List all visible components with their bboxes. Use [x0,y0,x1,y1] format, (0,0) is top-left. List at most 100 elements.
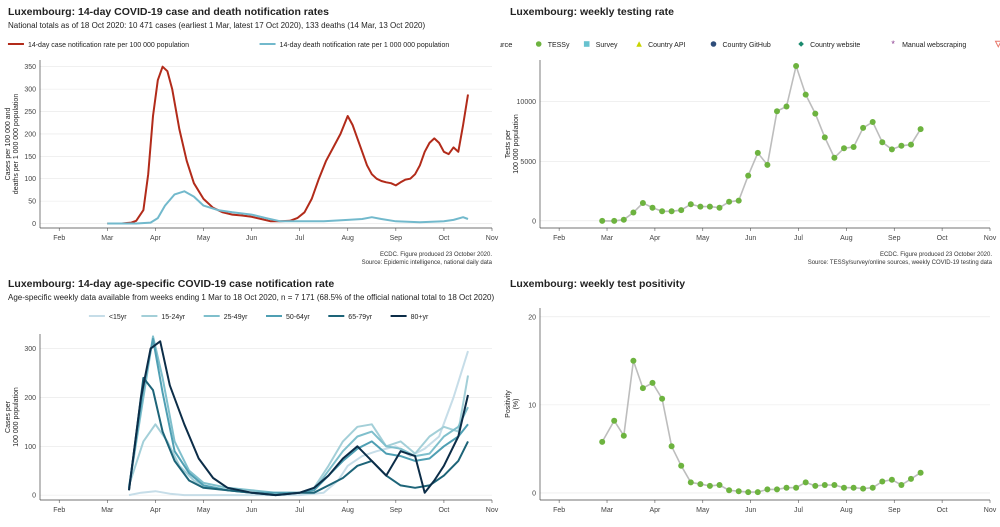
y-axis-label: Positivity [505,390,512,418]
figure-footer: ECDC. Figure produced 23 October 2020. [880,252,992,258]
figure-footer: ECDC. Figure produced 23 October 2020. [380,252,492,258]
x-tick-label: Sep [390,235,403,242]
chart-testing-rate: Source TESSy Survey Country API Country GitH… [500,39,1000,266]
legend-label: 80+yr [411,314,429,321]
data-point [898,142,905,149]
data-point [716,482,723,488]
y-tick-label: 10000 [517,99,537,106]
x-tick-label: Sep [888,235,901,242]
legend-title: Source [500,40,512,49]
legend-label: 14-day case notification rate per 100 00… [28,42,189,49]
panel-title: Luxembourg: weekly testing rate [510,6,674,18]
data-point [706,482,713,489]
chart-test-positivity: 0 10 20 Feb Mar Apr May Jun Jul Aug Sep Oct Nov Posit… [505,308,997,514]
x-tick-label: Jun [745,507,756,514]
data-point [659,395,666,402]
data-point [745,172,752,179]
x-tick-label: Aug [342,507,355,514]
series-line [602,63,922,222]
data-point [611,217,618,224]
legend-key [994,40,1000,48]
y-tick-label: 100 [24,444,36,451]
data-point [831,154,838,161]
x-tick-label: Mar [101,507,114,514]
data-point [850,144,857,150]
legend-label: 25-49yr [224,314,248,321]
y-axis-label: Cases per 100 000 and [5,108,12,181]
legend-label: 15-24yr [161,314,185,321]
legend-label: <15yr [109,314,127,321]
panel-test-positivity: Luxembourg: weekly test positivity 0 10 20… [500,272,1000,527]
x-tick-label: Nov [984,235,997,242]
x-tick-label: May [696,507,710,514]
data-point [888,146,895,153]
data-point [793,63,800,69]
data-point [630,209,637,216]
y-axis-label: 100 000 population [13,387,20,447]
data-point [793,484,800,491]
x-tick-label: Apr [150,235,162,242]
panel-subtitle: Age-specific weekly data available from … [8,293,495,302]
series-line [601,360,922,493]
y-tick-label: 350 [24,64,36,71]
series-line [128,375,469,494]
data-point [726,487,733,494]
x-tick-label: Feb [53,507,65,514]
x-tick-label: Jun [745,235,756,242]
panel-title: Luxembourg: weekly test positivity [510,278,686,290]
data-point [668,208,675,215]
x-tick-label: Nov [486,507,499,514]
x-tick-label: Aug [840,507,853,514]
data-point [831,482,838,488]
data-point [879,478,886,485]
chart-age-specific-rates: <15yr 15-24yr 25-49yr 50-64yr 65-79yr 80+yr 0 1… [5,314,499,514]
data-point [599,217,606,224]
x-tick-label: Nov [984,507,997,514]
legend-label: Survey [596,42,618,49]
data-point [716,204,723,211]
data-point [841,484,847,491]
legend-key [636,41,642,47]
y-tick-label: 200 [24,395,36,402]
y-tick-label: 300 [24,87,36,94]
data-point [697,203,704,210]
data-point [639,200,646,206]
data-point [687,479,694,486]
data-point [599,438,606,445]
data-point [869,119,876,125]
x-tick-label: Feb [553,507,565,514]
legend-key [535,41,542,47]
data-point [860,124,867,131]
panel-title: Luxembourg: 14-day COVID-19 case and dea… [8,6,329,18]
data-point [697,481,704,488]
legend-key [710,41,717,47]
x-tick-label: Jun [246,235,257,242]
data-point [850,484,857,491]
y-axis-label: deaths per 1 000 000 population [13,94,20,195]
data-point [754,149,761,156]
data-point [678,462,685,469]
data-point [620,432,627,439]
y-axis-label: Cases per [5,400,12,433]
legend-key [798,41,804,47]
data-point [754,489,761,496]
data-point [917,126,924,133]
data-point [888,476,895,483]
data-point [706,203,713,210]
y-tick-label: 0 [32,221,36,228]
series-line [107,190,469,225]
x-tick-label: Apr [649,507,661,514]
legend-label: Country GitHub [723,42,771,49]
x-tick-label: Oct [937,235,948,242]
legend-label: 50-64yr [286,314,310,321]
y-tick-label: 250 [24,109,36,116]
y-axis-label: Tests per [505,129,512,158]
x-tick-label: Sep [888,507,901,514]
y-tick-label: 0 [532,218,536,225]
data-point [860,485,867,492]
x-tick-label: Jul [794,235,803,242]
y-tick-label: 5000 [520,159,536,166]
data-point [908,141,914,148]
x-tick-label: Oct [438,507,449,514]
figure-footer: Source: TESSy/survey/online sources, wee… [808,260,993,266]
